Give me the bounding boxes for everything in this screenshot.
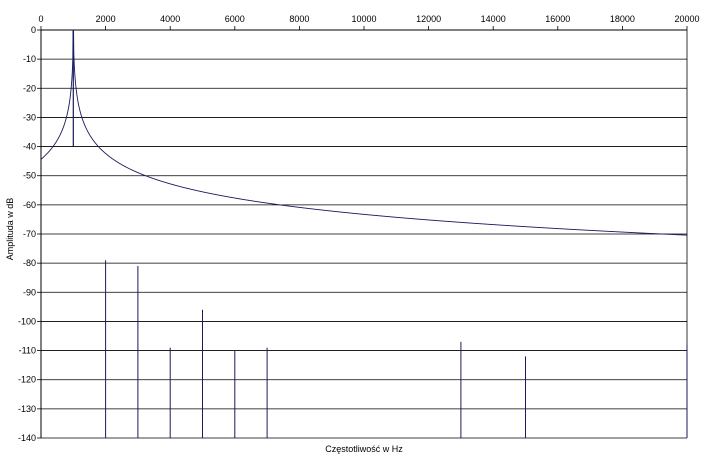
- x-tick-label: 6000: [225, 14, 245, 24]
- x-tick-label: 0: [38, 14, 43, 24]
- y-tick-label: 0: [31, 25, 36, 35]
- y-tick-label: -100: [18, 316, 36, 326]
- y-tick-label: -30: [23, 112, 36, 122]
- y-tick-label: -10: [23, 54, 36, 64]
- x-tick-label: 12000: [416, 14, 441, 24]
- plot-area: [40, 29, 688, 438]
- x-tick-label: 4000: [160, 14, 180, 24]
- y-axis-title: Amplituda w dB: [5, 198, 15, 261]
- y-axis-ticks: 0 -10 -20 -30 -40 -50 -60 -70 -80 -90 -100 -110 -120…: [18, 25, 42, 443]
- x-tick-label: 16000: [545, 14, 570, 24]
- y-tick-label: -90: [23, 287, 36, 297]
- y-tick-label: -110: [19, 346, 36, 356]
- x-tick-label: 14000: [481, 14, 506, 24]
- y-tick-label: -60: [23, 200, 36, 210]
- y-tick-label: -140: [18, 433, 36, 443]
- y-tick-label: -120: [18, 375, 36, 385]
- gridlines: [41, 29, 688, 439]
- x-tick-label: 10000: [351, 14, 376, 24]
- y-tick-label: -50: [23, 171, 36, 181]
- y-tick-label: -130: [18, 404, 36, 414]
- x-tick-label: 8000: [289, 14, 309, 24]
- x-tick-label: 18000: [610, 14, 635, 24]
- x-axis-title: Częstotliwość w Hz: [325, 444, 403, 454]
- y-tick-label: -70: [23, 229, 36, 239]
- spectrum-line: [40, 29, 688, 236]
- x-axis-ticks: 0 2000 4000 6000 8000 10000 12000 14000 16000 180…: [38, 14, 700, 31]
- y-tick-label: -80: [23, 258, 36, 268]
- y-tick-label: -20: [23, 83, 36, 93]
- y-tick-label: -40: [23, 142, 36, 152]
- x-tick-label: 2000: [96, 14, 116, 24]
- x-tick-label: 20000: [674, 14, 699, 24]
